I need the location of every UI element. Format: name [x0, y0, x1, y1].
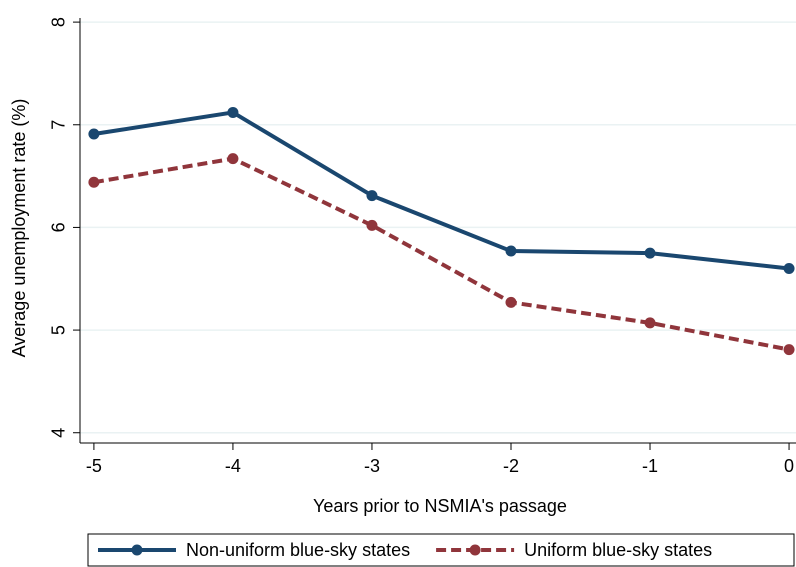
point [505, 245, 517, 257]
x-tick-label: -4 [225, 456, 241, 476]
point [366, 190, 378, 202]
x-axis-label: Years prior to NSMIA's passage [313, 496, 567, 516]
y-tick-label: 7 [49, 120, 69, 130]
x-tick-label: -2 [503, 456, 519, 476]
point [88, 176, 100, 188]
x-tick-label: 0 [784, 456, 794, 476]
point [227, 153, 239, 165]
point [88, 128, 100, 140]
point [783, 344, 795, 356]
x-tick-label: -5 [86, 456, 102, 476]
x-tick-label: -1 [642, 456, 658, 476]
legend-marker [131, 544, 143, 556]
point [227, 106, 239, 118]
point [644, 247, 656, 259]
y-tick-label: 8 [49, 17, 69, 27]
x-tick-label: -3 [364, 456, 380, 476]
series-line [93, 110, 790, 271]
point [644, 317, 656, 329]
series-line [93, 156, 790, 352]
legend-marker [469, 544, 481, 556]
point [505, 296, 517, 308]
y-tick-label: 5 [49, 325, 69, 335]
legend: Non-uniform blue-sky states Uniform blue-… [87, 533, 795, 567]
point [366, 219, 378, 231]
legend-label: Uniform blue-sky states [524, 540, 712, 560]
legend-label: Non-uniform blue-sky states [186, 540, 410, 560]
y-tick-label: 4 [49, 428, 69, 438]
point [783, 262, 795, 274]
y-tick-label: 6 [49, 222, 69, 232]
y-axis-label: Average unemployment rate (%) [9, 99, 29, 358]
